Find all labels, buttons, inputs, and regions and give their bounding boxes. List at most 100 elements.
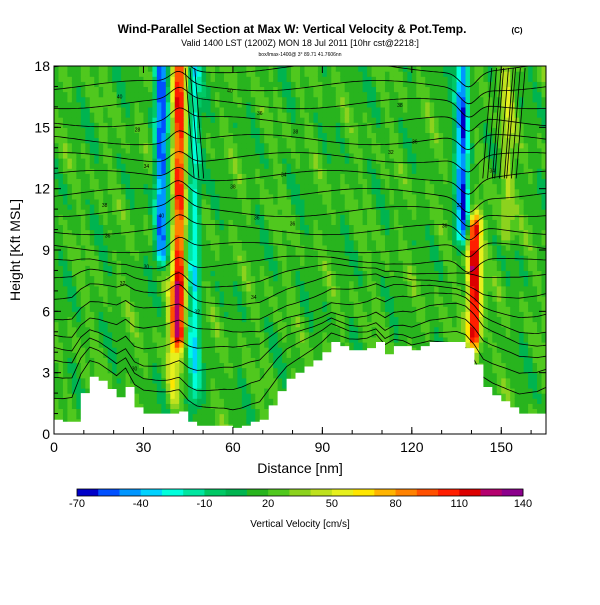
velocity-cell	[107, 96, 113, 103]
velocity-cell	[308, 112, 315, 118]
velocity-cell	[179, 280, 185, 287]
velocity-cell	[210, 66, 216, 72]
velocity-cell	[304, 296, 310, 302]
velocity-cell	[201, 193, 207, 200]
velocity-cell	[98, 250, 104, 256]
velocity-cell	[335, 260, 341, 266]
velocity-cell	[152, 163, 158, 169]
velocity-cell	[62, 127, 69, 134]
velocity-cell	[331, 229, 337, 236]
velocity-cell	[273, 239, 279, 246]
velocity-cell	[179, 393, 185, 399]
velocity-cell	[143, 229, 149, 236]
velocity-cell	[322, 127, 328, 134]
velocity-cell	[259, 96, 265, 103]
velocity-cell	[161, 137, 167, 144]
velocity-cell	[152, 260, 158, 266]
velocity-cell	[179, 342, 185, 348]
velocity-cell	[170, 285, 176, 292]
velocity-cell	[103, 193, 109, 200]
velocity-cell	[349, 81, 355, 88]
velocity-cell	[295, 168, 301, 174]
velocity-cell	[134, 132, 140, 139]
velocity-cell	[138, 306, 145, 312]
velocity-cell	[291, 234, 297, 241]
velocity-cell	[228, 413, 234, 420]
velocity-cell	[300, 86, 306, 93]
velocity-cell	[326, 239, 332, 246]
velocity-cell	[174, 290, 180, 297]
velocity-cell	[223, 347, 230, 353]
velocity-cell	[206, 76, 212, 82]
velocity-cell	[116, 81, 122, 88]
velocity-cell	[353, 244, 359, 251]
velocity-cell	[58, 183, 64, 190]
velocity-cell	[349, 183, 355, 190]
velocity-cell	[54, 158, 60, 164]
velocity-cell	[308, 336, 315, 343]
velocity-cell	[215, 290, 221, 297]
velocity-cell	[317, 336, 323, 343]
velocity-cell	[277, 342, 283, 348]
velocity-cell	[89, 336, 95, 343]
velocity-cell	[161, 71, 167, 77]
velocity-cell	[156, 352, 162, 358]
velocity-cell	[295, 188, 301, 195]
velocity-cell	[241, 321, 247, 328]
velocity-cell	[349, 265, 355, 272]
velocity-cell	[197, 280, 203, 287]
velocity-cell	[192, 76, 198, 82]
velocity-cell	[317, 66, 323, 72]
velocity-cell	[76, 214, 82, 220]
velocity-cell	[112, 250, 118, 256]
velocity-cell	[112, 301, 118, 307]
velocity-cell	[62, 296, 69, 302]
velocity-cell	[317, 183, 323, 190]
velocity-cell	[121, 81, 127, 88]
velocity-cell	[85, 183, 91, 190]
velocity-cell	[259, 81, 265, 88]
velocity-cell	[237, 214, 243, 220]
velocity-cell	[161, 183, 167, 190]
velocity-cell	[304, 342, 310, 348]
velocity-cell	[259, 122, 265, 128]
velocity-cell	[165, 362, 171, 369]
velocity-cell	[228, 250, 234, 256]
velocity-cell	[188, 198, 194, 205]
velocity-cell	[188, 342, 194, 348]
velocity-cell	[188, 152, 194, 159]
velocity-cell	[313, 163, 319, 169]
velocity-cell	[331, 224, 337, 231]
velocity-cell	[232, 142, 238, 149]
velocity-cell	[273, 260, 279, 266]
velocity-cell	[89, 137, 95, 144]
velocity-cell	[138, 377, 145, 384]
velocity-cell	[331, 96, 337, 103]
velocity-cell	[201, 331, 207, 338]
velocity-cell	[134, 198, 140, 205]
velocity-cell	[358, 91, 364, 98]
velocity-cell	[130, 234, 136, 241]
velocity-cell	[138, 204, 145, 210]
velocity-cell	[313, 127, 319, 134]
velocity-cell	[54, 290, 60, 297]
velocity-cell	[313, 331, 319, 338]
velocity-cell	[165, 382, 171, 389]
velocity-cell	[179, 127, 185, 134]
velocity-cell	[250, 193, 256, 200]
velocity-cell	[259, 270, 265, 277]
velocity-cell	[223, 393, 230, 399]
velocity-cell	[152, 367, 158, 374]
velocity-cell	[340, 142, 346, 149]
velocity-cell	[143, 250, 149, 256]
velocity-cell	[188, 229, 194, 236]
velocity-cell	[183, 367, 189, 374]
velocity-cell	[228, 66, 234, 72]
velocity-cell	[201, 71, 207, 77]
velocity-cell	[250, 301, 256, 307]
velocity-cell	[246, 127, 252, 134]
velocity-cell	[317, 204, 323, 210]
velocity-cell	[322, 336, 328, 343]
velocity-cell	[308, 188, 315, 195]
velocity-cell	[322, 152, 328, 159]
